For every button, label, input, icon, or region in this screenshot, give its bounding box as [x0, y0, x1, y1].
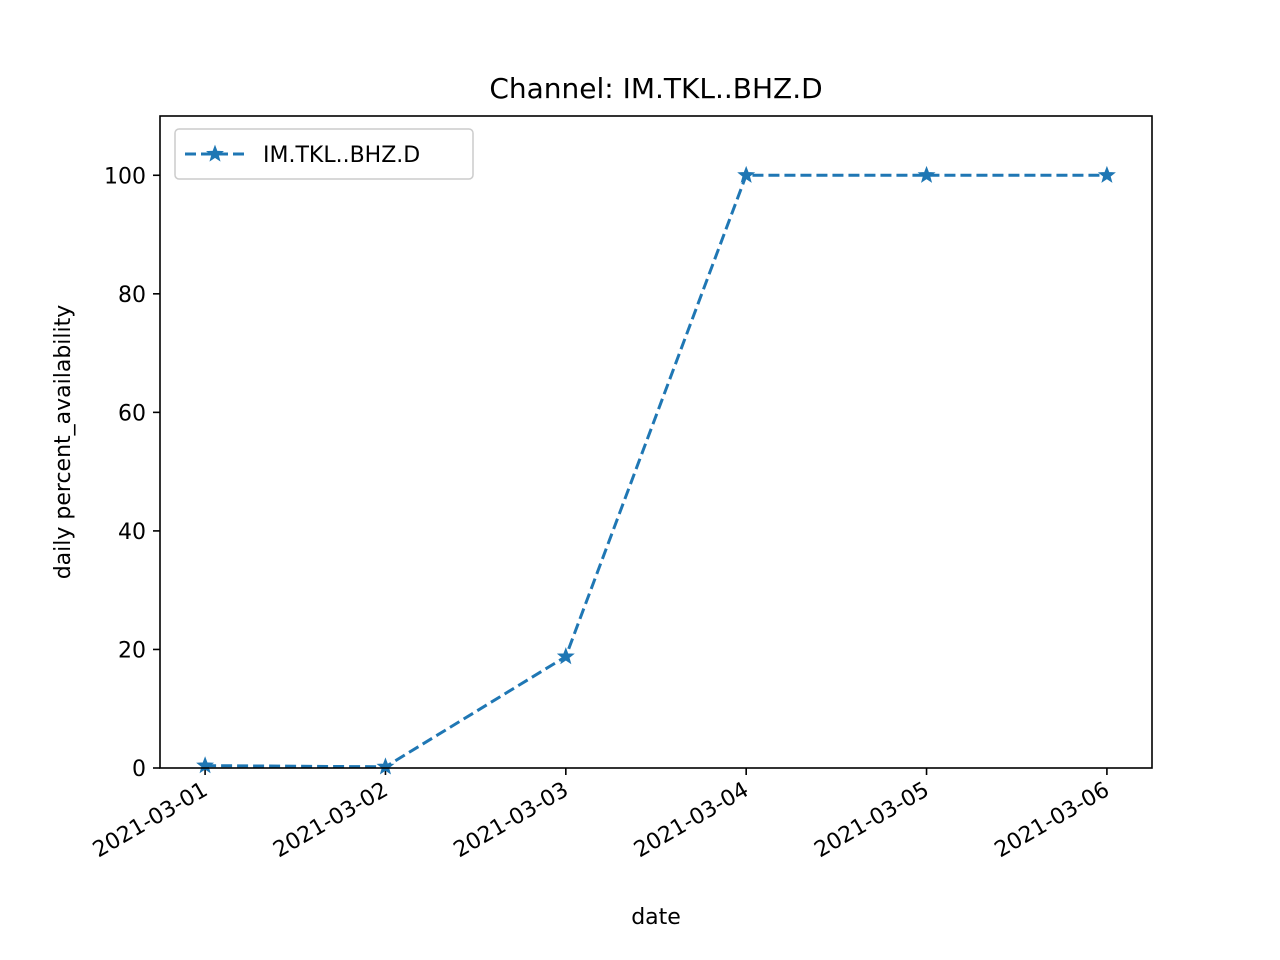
- y-tick-label: 60: [118, 401, 146, 426]
- data-point-marker: [1097, 165, 1116, 183]
- x-axis-label: date: [631, 905, 681, 930]
- data-point-marker: [917, 165, 936, 183]
- y-tick-label: 100: [104, 164, 146, 189]
- legend-marker-sample: [206, 144, 224, 162]
- y-tick-label: 20: [118, 638, 146, 663]
- data-point-marker: [196, 756, 215, 774]
- data-point-marker: [376, 757, 395, 775]
- data-point-marker: [556, 647, 575, 665]
- legend-label: IM.TKL..BHZ.D: [263, 143, 420, 168]
- y-tick-label: 0: [132, 757, 146, 782]
- y-tick-label: 80: [118, 283, 146, 308]
- legend-box: [174, 128, 474, 180]
- data-point-marker: [737, 165, 756, 183]
- y-axis-label: daily percent_availability: [51, 305, 76, 580]
- plot-frame: [159, 115, 1153, 769]
- series-line: [205, 173, 1107, 769]
- y-tick-label: 40: [118, 520, 146, 545]
- chart-title: Channel: IM.TKL..BHZ.D: [489, 72, 822, 105]
